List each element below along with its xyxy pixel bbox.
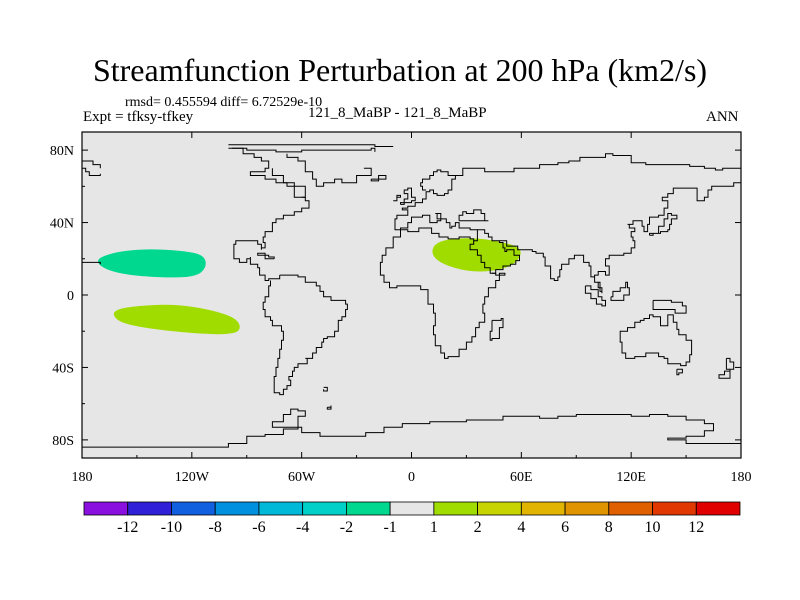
anomaly-layer <box>97 238 521 335</box>
colorbar-label: 8 <box>605 519 613 536</box>
coastline-segment <box>257 252 275 260</box>
coastline-segment <box>286 153 372 187</box>
negative-anomaly-east-pacific <box>97 249 206 278</box>
colorbar-label: -4 <box>296 519 309 536</box>
coastline-segment <box>82 167 101 176</box>
y-tick-label: 40N <box>50 217 74 232</box>
coastline-segment <box>82 160 101 169</box>
colorbar-swatch <box>608 501 653 516</box>
coastline-segment <box>82 408 742 448</box>
positive-anomaly-tropical-pacific <box>113 304 240 335</box>
colorbar-swatch <box>389 501 435 516</box>
x-tick-label: 180 <box>72 470 93 485</box>
colorbar-label: 6 <box>561 519 569 536</box>
coastline-segment <box>400 213 478 242</box>
coastline-segment <box>584 285 606 307</box>
y-tick-label: 0 <box>67 289 74 304</box>
coastline-segment <box>262 274 348 396</box>
x-tick-label: 60E <box>510 470 533 485</box>
colorbar-label: -1 <box>383 519 396 536</box>
case-label: 121_8_MaBP - 121_8_MaBP <box>308 105 487 121</box>
y-tick-label: 40S <box>52 361 74 376</box>
positive-anomaly-middle-east <box>432 238 521 272</box>
coastline-segment <box>232 147 376 153</box>
colorbar-label: 12 <box>688 519 704 536</box>
colorbar-swatch <box>127 501 172 516</box>
colorbar: -12 -10 -8 -6 -4 -2 -1 1 2 4 6 8 10 12 <box>83 501 741 536</box>
colorbar-label: -12 <box>117 519 138 536</box>
coastline-segment <box>458 209 489 222</box>
coastline-segment <box>499 177 742 294</box>
map-background <box>82 132 741 458</box>
coastline-segment <box>379 229 506 359</box>
coastline-segment <box>619 314 693 367</box>
x-tick-label: 120E <box>616 470 646 485</box>
colorbar-swatch <box>695 501 741 516</box>
coastline-segment <box>676 368 683 376</box>
coastline-segment <box>82 261 101 265</box>
colorbar-swatch <box>345 501 391 516</box>
y-tick-label: 80S <box>52 434 74 449</box>
coastline-segment <box>455 153 742 176</box>
colorbar-label: 10 <box>645 519 661 536</box>
coastline-segment <box>400 187 416 205</box>
coastline-segment <box>393 194 401 202</box>
stats-text: rmsd= 0.455594 diff= 6.72529e-10 <box>125 95 323 110</box>
colorbar-label: -6 <box>252 519 265 536</box>
season-label: ANN <box>706 109 739 125</box>
colorbar-swatch <box>302 501 347 516</box>
coastline-segment <box>326 405 332 410</box>
coastline-segment <box>370 175 387 182</box>
colorbar-swatch <box>564 501 610 516</box>
colorbar-label: -2 <box>340 519 353 536</box>
coastline-segment <box>649 213 678 236</box>
colorbar-swatch <box>258 501 304 516</box>
colorbar-swatch <box>433 501 479 516</box>
coastline-segment <box>489 318 504 341</box>
colorbar-label: 2 <box>474 519 482 536</box>
axis-ticks: 180 120W 60W 0 60E 120E 180 80N 40N 0 40S 80S <box>50 132 752 485</box>
coastline-segment <box>718 357 735 379</box>
x-tick-label: 120W <box>175 470 210 485</box>
colorbar-swatch <box>214 501 260 516</box>
y-tick-label: 80N <box>50 144 74 159</box>
colorbar-swatch <box>83 501 129 516</box>
colorbar-swatch <box>520 501 566 516</box>
coastline-segment <box>271 168 306 198</box>
coastline-layer <box>82 144 742 448</box>
x-tick-label: 180 <box>731 470 752 485</box>
coastline-segment <box>394 169 456 231</box>
colorbar-label: 4 <box>517 519 525 536</box>
chart-title: Streamfunction Perturbation at 200 hPa (… <box>92 52 708 88</box>
coastline-segment <box>228 144 394 147</box>
colorbar-label: 1 <box>430 519 438 536</box>
x-tick-label: 0 <box>408 470 415 485</box>
colorbar-label: -8 <box>209 519 222 536</box>
colorbar-swatch <box>171 501 216 516</box>
experiment-label: Expt = tfksy-tfkey <box>83 109 194 125</box>
colorbar-swatch <box>477 501 522 516</box>
coastline-segment <box>652 299 687 314</box>
colorbar-swatch <box>652 501 697 516</box>
coastline-segment <box>610 281 630 301</box>
coastline-segment <box>477 229 520 274</box>
x-tick-label: 60W <box>288 470 316 485</box>
colorbar-label: -10 <box>161 519 182 536</box>
coastline-segment <box>228 147 310 281</box>
coastline-segment <box>323 386 328 392</box>
